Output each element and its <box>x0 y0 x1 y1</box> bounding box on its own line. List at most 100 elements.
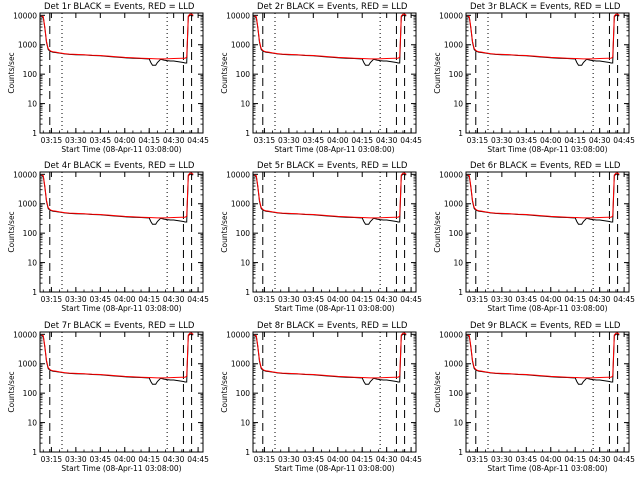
y-tick-label: 1 <box>458 448 463 457</box>
y-tick-label: 100 <box>236 70 251 79</box>
x-axis-label: Start Time (08-Apr-11 03:08:00) <box>274 464 394 473</box>
panel-title: Det 8r BLACK = Events, RED = LLD <box>257 321 408 331</box>
panel-title: Det 4r BLACK = Events, RED = LLD <box>44 161 195 171</box>
panel-title: Det 5r BLACK = Events, RED = LLD <box>257 161 408 171</box>
chart-panel-7: Det 7r BLACK = Events, RED = LLD 1 10 100 10… <box>7 321 209 473</box>
x-tick-label: 04:45 <box>187 295 209 304</box>
x-tick-label: 04:00 <box>327 455 349 464</box>
x-tick-label: 04:00 <box>327 136 349 145</box>
x-tick-label: 03:45 <box>89 455 111 464</box>
events-series-line <box>41 173 194 225</box>
x-tick-label: 04:30 <box>376 455 398 464</box>
panel-title: Det 3r BLACK = Events, RED = LLD <box>470 2 621 12</box>
x-tick-label: 03:45 <box>515 136 537 145</box>
x-axis-label: Start Time (08-Apr-11 03:08:00) <box>487 464 607 473</box>
y-tick-label: 10 <box>240 100 250 109</box>
y-axis-label: Counts/sec <box>220 52 229 93</box>
x-tick-label: 03:45 <box>515 455 537 464</box>
x-tick-label: 03:30 <box>491 136 513 145</box>
x-axis-label: Start Time (08-Apr-11 03:08:00) <box>274 145 394 154</box>
x-tick-label: 04:15 <box>564 295 586 304</box>
plot-frame <box>252 331 417 453</box>
chart-panel-4: Det 4r BLACK = Events, RED = LLD 1 10 100 10… <box>7 161 209 313</box>
y-tick-label: 1000 <box>18 200 37 209</box>
chart-panel-9: Det 9r BLACK = Events, RED = LLD 1 10 100 10… <box>433 321 635 473</box>
x-axis-label: Start Time (08-Apr-11 03:08:00) <box>61 145 181 154</box>
x-tick-label: 03:15 <box>467 295 489 304</box>
x-tick-label: 04:00 <box>114 295 136 304</box>
plot-frame <box>465 12 630 134</box>
y-tick-label: 10 <box>453 259 463 268</box>
plot-frame <box>465 331 630 453</box>
x-tick-label: 03:45 <box>302 136 324 145</box>
panel-title: Det 7r BLACK = Events, RED = LLD <box>44 321 195 331</box>
y-tick-label: 100 <box>23 229 38 238</box>
x-axis-label: Start Time (08-Apr-11 03:08:00) <box>61 304 181 313</box>
events-series-line <box>254 173 407 225</box>
x-tick-label: 03:30 <box>491 295 513 304</box>
lld-series-line <box>467 13 620 60</box>
x-tick-label: 03:15 <box>254 455 276 464</box>
y-tick-label: 1 <box>32 288 37 297</box>
x-tick-label: 04:45 <box>400 295 422 304</box>
x-tick-label: 04:15 <box>351 455 373 464</box>
plot-frame <box>465 171 630 293</box>
x-tick-label: 03:15 <box>41 455 63 464</box>
y-tick-label: 1000 <box>18 360 37 369</box>
x-tick-label: 04:00 <box>114 455 136 464</box>
x-tick-label: 04:15 <box>138 455 160 464</box>
x-tick-label: 04:30 <box>589 455 611 464</box>
y-tick-label: 10 <box>453 419 463 428</box>
x-tick-label: 03:45 <box>89 295 111 304</box>
panel-title: Det 6r BLACK = Events, RED = LLD <box>470 161 621 171</box>
x-tick-label: 04:45 <box>613 455 635 464</box>
events-series-line <box>41 333 194 385</box>
lld-series-line <box>467 332 620 379</box>
y-tick-label: 1 <box>245 129 250 138</box>
x-tick-label: 03:30 <box>65 455 87 464</box>
y-tick-label: 1000 <box>231 200 250 209</box>
x-axis-label: Start Time (08-Apr-11 03:08:00) <box>61 464 181 473</box>
plot-frame <box>252 12 417 134</box>
y-tick-label: 10 <box>27 419 37 428</box>
y-axis-label: Counts/sec <box>433 211 442 252</box>
x-tick-label: 03:15 <box>254 295 276 304</box>
events-series-line <box>467 333 620 385</box>
y-tick-label: 10 <box>27 100 37 109</box>
y-tick-label: 1000 <box>444 360 463 369</box>
y-tick-label: 10 <box>27 259 37 268</box>
x-tick-label: 04:00 <box>327 295 349 304</box>
chart-panel-5: Det 5r BLACK = Events, RED = LLD 1 10 100 10… <box>220 161 422 313</box>
plot-frame <box>39 12 204 134</box>
x-tick-label: 04:30 <box>376 295 398 304</box>
y-tick-label: 10000 <box>13 330 37 339</box>
y-tick-label: 1 <box>245 448 250 457</box>
x-tick-label: 03:30 <box>278 295 300 304</box>
x-tick-label: 04:15 <box>564 455 586 464</box>
x-tick-label: 04:30 <box>589 295 611 304</box>
y-tick-label: 10000 <box>13 170 37 179</box>
lld-series-line <box>41 172 194 219</box>
y-axis-label: Counts/sec <box>7 371 16 412</box>
lld-series-line <box>41 332 194 379</box>
y-tick-label: 1000 <box>444 200 463 209</box>
x-tick-label: 04:00 <box>540 295 562 304</box>
x-tick-label: 04:45 <box>400 455 422 464</box>
y-tick-label: 10000 <box>439 11 463 20</box>
y-tick-label: 10000 <box>439 170 463 179</box>
x-tick-label: 04:15 <box>564 136 586 145</box>
y-tick-label: 1 <box>245 288 250 297</box>
y-tick-label: 1000 <box>231 360 250 369</box>
plot-frame <box>39 171 204 293</box>
x-tick-label: 04:15 <box>351 136 373 145</box>
plot-frame <box>39 331 204 453</box>
panel-title: Det 9r BLACK = Events, RED = LLD <box>470 321 621 331</box>
panel-title: Det 2r BLACK = Events, RED = LLD <box>257 2 408 12</box>
x-tick-label: 03:45 <box>89 136 111 145</box>
events-series-line <box>467 173 620 225</box>
x-tick-label: 03:15 <box>254 136 276 145</box>
x-tick-label: 04:00 <box>540 455 562 464</box>
x-tick-label: 04:30 <box>163 295 185 304</box>
x-tick-label: 03:15 <box>467 455 489 464</box>
